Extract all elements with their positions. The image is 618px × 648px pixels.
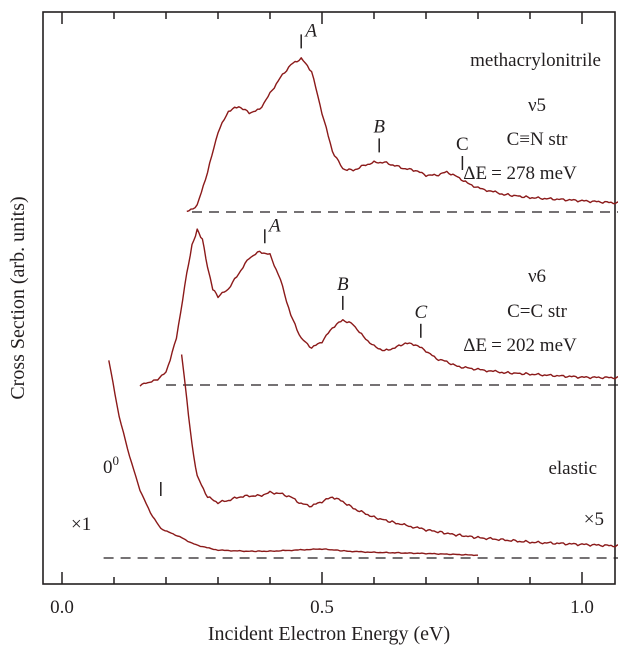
panel-nu5-trace: [186, 57, 618, 213]
plot-frame: [42, 11, 616, 585]
panel-nu6-loss-value: = 202 meV: [491, 335, 577, 356]
panel-nu5-loss-value: = 278 meV: [491, 163, 577, 184]
panel-nu6-loss-prefix: ΔE: [463, 335, 487, 356]
panel-nu5: A B C methacrylonitrile ν5 C≡N str ΔE = 278…: [186, 20, 618, 213]
panel-nu5-assignment-label: C≡N str: [507, 129, 569, 150]
x-axis-title: Incident Electron Energy (eV): [208, 623, 450, 645]
panel-nu5-loss-label: ΔE = 278 meV: [463, 163, 577, 184]
elastic-onset-label-base: 0: [103, 457, 113, 478]
peak-label-C: C: [414, 302, 427, 323]
panel-nu6-peak-markers: A B C: [264, 215, 427, 338]
panel-elastic-trace-x1: [108, 360, 478, 557]
panel-nu6-mode-label: ν6: [528, 266, 546, 287]
y-axis-title: Cross Section (arb. units): [7, 196, 29, 399]
panel-nu5-mode-label: ν5: [528, 95, 546, 116]
x-axis-tick-labels: 0.00.51.01.52.0: [50, 597, 594, 618]
peak-label-C: C: [456, 134, 469, 155]
elastic-label: elastic: [548, 458, 597, 479]
panel-nu5-peak-markers: A B C: [300, 20, 469, 170]
scale-x5-label: ×5: [584, 509, 604, 530]
x-tick-label: 1.0: [570, 597, 594, 618]
panel-nu5-loss-prefix: ΔE: [463, 163, 487, 184]
peak-label-B: B: [373, 116, 385, 137]
elastic-onset-label: 00: [103, 453, 119, 478]
scale-x1-label: ×1: [71, 514, 91, 535]
panel-nu6: A B C ν6 C=C str ΔE = 202 meV: [139, 215, 618, 387]
panel-nu6-loss-label: ΔE = 202 meV: [463, 335, 577, 356]
panel-nu6-trace: [139, 228, 618, 387]
x-tick-label: 0.5: [310, 597, 334, 618]
molecule-label: methacrylonitrile: [470, 50, 601, 71]
x-tick-label: 0.0: [50, 597, 74, 618]
panel-elastic: 00 elastic ×1 ×5: [71, 354, 618, 559]
peak-label-B: B: [337, 274, 349, 295]
x-axis-ticks: [61, 12, 583, 584]
elastic-onset-label-superscript: 0: [113, 453, 120, 468]
panel-elastic-trace-x5: [180, 354, 618, 548]
panel-nu6-assignment-label: C=C str: [507, 301, 567, 322]
peak-label-A: A: [303, 20, 317, 41]
peak-label-A: A: [267, 215, 281, 236]
